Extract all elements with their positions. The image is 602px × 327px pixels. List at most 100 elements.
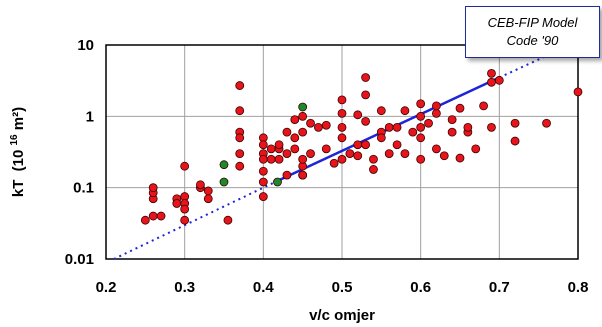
red-data-point bbox=[376, 133, 386, 143]
annotation-line-2: Code '90 bbox=[506, 33, 559, 48]
red-data-point bbox=[258, 192, 268, 201]
red-data-point bbox=[384, 122, 394, 132]
red-data-point bbox=[298, 170, 308, 180]
red-data-point bbox=[369, 165, 378, 174]
x-tick-label: 0.7 bbox=[489, 279, 510, 296]
red-data-point bbox=[487, 122, 496, 132]
red-data-point bbox=[416, 154, 426, 164]
red-data-point bbox=[392, 122, 402, 132]
red-data-point bbox=[306, 118, 315, 128]
red-data-point bbox=[282, 127, 292, 137]
red-data-point bbox=[235, 149, 245, 159]
red-data-point bbox=[447, 115, 457, 124]
red-data-point bbox=[479, 101, 489, 111]
red-data-point bbox=[573, 87, 583, 97]
red-data-point bbox=[392, 140, 402, 150]
red-data-point bbox=[431, 108, 441, 118]
red-data-point bbox=[235, 106, 245, 116]
red-data-point bbox=[223, 215, 233, 225]
red-data-point bbox=[408, 127, 418, 137]
x-tick-labels: 0.2 0.3 0.4 0.5 0.6 0.7 0.8 bbox=[96, 279, 589, 296]
red-data-point bbox=[258, 177, 268, 187]
green-data-point bbox=[273, 177, 282, 187]
plot-area bbox=[105, 44, 579, 260]
red-data-point bbox=[337, 95, 347, 105]
y-tick-labels: 0.01 0.1 1 10 bbox=[65, 37, 94, 268]
x-tick-label: 0.3 bbox=[174, 279, 195, 296]
red-data-point bbox=[345, 149, 355, 159]
green-data-point bbox=[219, 177, 229, 187]
red-data-point bbox=[266, 154, 276, 164]
red-data-point bbox=[235, 161, 245, 171]
annotation-line-1: CEB-FIP Model bbox=[487, 15, 578, 30]
x-axis-title: v/c omjer bbox=[309, 307, 375, 324]
red-data-point bbox=[203, 186, 213, 196]
y-axis-title-main: kT bbox=[10, 180, 27, 198]
red-data-point bbox=[431, 101, 441, 111]
red-data-point bbox=[361, 140, 371, 150]
red-data-point bbox=[455, 153, 465, 163]
red-data-point bbox=[290, 144, 300, 154]
red-data-point bbox=[274, 154, 284, 164]
red-data-point bbox=[180, 215, 190, 225]
x-tick-label: 0.6 bbox=[410, 279, 431, 296]
red-data-point bbox=[337, 133, 347, 143]
red-data-point bbox=[290, 115, 300, 124]
red-data-point bbox=[337, 108, 347, 118]
red-data-point bbox=[416, 111, 426, 121]
red-data-point bbox=[337, 154, 347, 164]
y-axis-title: kT (10 16 m²) bbox=[4, 107, 27, 197]
red-data-point bbox=[274, 140, 284, 150]
red-data-point bbox=[148, 211, 158, 221]
data-points bbox=[140, 68, 583, 225]
red-data-point bbox=[282, 149, 292, 159]
red-data-point bbox=[180, 204, 190, 214]
red-data-point bbox=[172, 199, 182, 208]
red-data-point bbox=[258, 154, 268, 164]
red-data-point bbox=[282, 170, 292, 180]
red-data-point bbox=[266, 144, 276, 154]
red-data-point bbox=[431, 144, 441, 154]
x-tick-label: 0.8 bbox=[568, 279, 589, 296]
y-tick-label: 0.1 bbox=[73, 180, 94, 197]
red-data-point bbox=[140, 215, 150, 225]
red-data-point bbox=[353, 140, 363, 150]
y-axis-title-unit: m²) bbox=[10, 107, 27, 130]
y-tick-label: 1 bbox=[86, 108, 94, 125]
red-data-point bbox=[156, 211, 166, 221]
red-data-point bbox=[510, 136, 520, 146]
red-data-point bbox=[258, 140, 268, 150]
red-data-point bbox=[463, 122, 473, 132]
red-data-point bbox=[471, 144, 481, 154]
red-data-point bbox=[321, 144, 331, 154]
red-data-point bbox=[455, 103, 465, 113]
red-data-point bbox=[329, 158, 339, 168]
y-axis-title-open: (10 bbox=[10, 150, 27, 172]
red-data-point bbox=[313, 122, 323, 132]
red-data-point bbox=[416, 133, 426, 143]
red-data-point bbox=[180, 161, 190, 171]
red-data-point bbox=[306, 149, 315, 159]
red-data-point bbox=[361, 90, 371, 100]
red-data-point bbox=[353, 110, 363, 120]
red-data-point bbox=[487, 77, 496, 87]
red-data-point bbox=[494, 75, 504, 85]
y-tick-label: 0.01 bbox=[65, 251, 94, 268]
x-tick-label: 0.4 bbox=[253, 279, 275, 296]
x-tick-label: 0.5 bbox=[332, 279, 353, 296]
red-data-point bbox=[439, 151, 449, 161]
red-data-point bbox=[542, 118, 551, 128]
model-annotation-box: CEB-FIP Model Code '90 bbox=[465, 6, 600, 58]
red-data-point bbox=[416, 99, 426, 109]
red-data-point bbox=[424, 118, 433, 128]
red-data-point bbox=[298, 154, 308, 164]
red-data-point bbox=[447, 127, 457, 137]
red-data-point bbox=[400, 106, 410, 116]
red-data-point bbox=[235, 133, 245, 143]
red-data-point bbox=[298, 127, 308, 137]
red-data-point bbox=[361, 73, 371, 82]
y-tick-label: 10 bbox=[77, 37, 94, 54]
red-data-point bbox=[416, 122, 426, 132]
red-data-point bbox=[353, 151, 363, 161]
red-data-point bbox=[337, 122, 347, 132]
